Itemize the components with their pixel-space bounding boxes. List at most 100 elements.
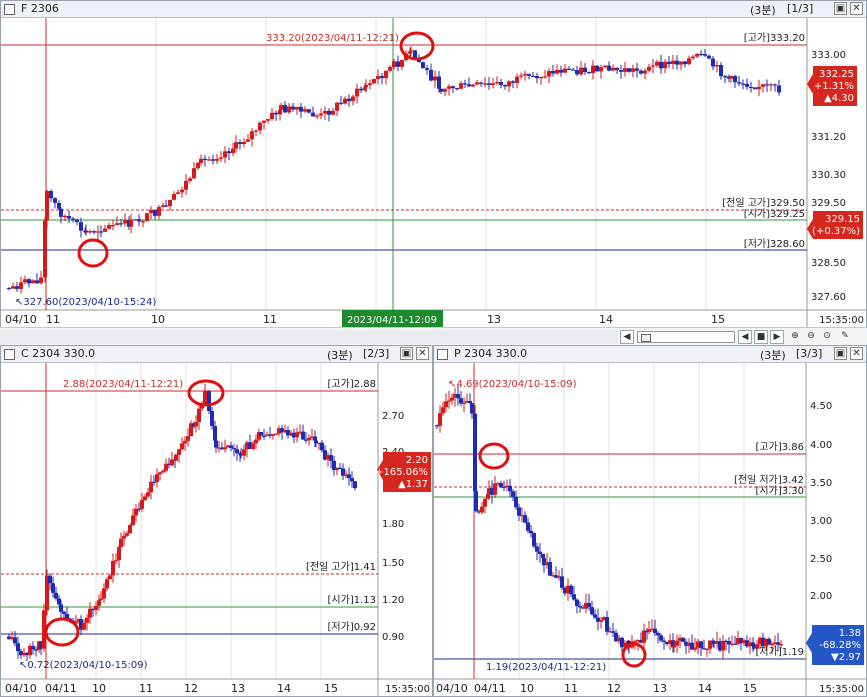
price-tick-label: 2.00 (810, 591, 832, 602)
zoom-out-icon[interactable]: ⊖ (807, 331, 815, 341)
candle-body (207, 159, 211, 161)
candle-body (636, 639, 640, 642)
candle-body (508, 485, 512, 492)
candle-body (776, 642, 780, 645)
scroll-track[interactable] (0, 330, 618, 344)
candle-body (741, 83, 745, 85)
candle-body (48, 575, 52, 584)
candle-body (192, 168, 196, 179)
highlight-circle (478, 442, 510, 470)
put-candlestick-chart[interactable]: 4.50 4.00 3.50 3.00 2.50 2.00 [고가]3.86 [전일 저가]3… (434, 363, 866, 697)
candle-body (683, 61, 687, 65)
panel-select-checkbox[interactable] (437, 349, 448, 360)
reference-price-badge-text: (+0.37%) (812, 226, 860, 237)
close-button[interactable]: ✕ (850, 2, 863, 15)
time-axis-label: 11 (564, 682, 578, 695)
candle-body (715, 65, 719, 67)
maximize-button[interactable]: ▣ (834, 2, 847, 15)
candle-body (102, 588, 106, 599)
candle-body (441, 407, 445, 414)
candle-body (733, 76, 737, 83)
time-axis-label: 15 (711, 313, 725, 326)
candle-body (675, 640, 679, 646)
candle-body (279, 105, 283, 110)
scroll-left-button[interactable]: ◀ (620, 330, 634, 344)
candle-body (663, 61, 667, 69)
candle-body (702, 648, 706, 650)
wrench-icon[interactable]: ✎ (841, 331, 849, 341)
candle-body (213, 426, 217, 441)
candle-body (91, 608, 95, 611)
candle-body (299, 106, 303, 112)
candle-body (487, 488, 491, 494)
candle-body (465, 400, 469, 403)
candle-body (351, 96, 355, 102)
candle-body (690, 642, 694, 650)
maximize-button[interactable]: ▣ (400, 347, 413, 360)
candle-body (57, 202, 61, 209)
maximize-button[interactable]: ▣ (834, 347, 847, 360)
close-button[interactable]: ✕ (850, 347, 863, 360)
candle-body (53, 198, 57, 203)
zoom-in-icon[interactable]: ⊕ (791, 331, 799, 341)
price-tick-label: 330.30 (811, 170, 846, 181)
candle-body (611, 631, 615, 633)
candle-body (164, 463, 168, 471)
candle-body (217, 447, 221, 449)
stop-button[interactable]: ■ (754, 330, 768, 344)
price-tick-label: 2.70 (382, 411, 404, 422)
candle-body (483, 83, 487, 85)
close-button[interactable]: ✕ (416, 347, 429, 360)
candle-body (566, 585, 570, 594)
candle-body (149, 210, 153, 214)
candle-body (232, 448, 236, 450)
candle-body (526, 522, 530, 531)
call-candlestick-chart[interactable]: 2.702.401.801.501.200.90[고가]2.88[전일 고가]1… (1, 363, 432, 697)
call-interval: (3분) (327, 349, 353, 362)
candle-body (739, 638, 743, 644)
candle-body (695, 53, 699, 57)
current-price-badge (807, 66, 857, 106)
candle-body (189, 423, 193, 437)
candle-body (499, 483, 503, 487)
candle-body (590, 607, 594, 615)
candle-body (16, 643, 20, 652)
zoom-slider[interactable] (637, 331, 735, 343)
candle-body (251, 443, 255, 449)
zoom-reset-icon[interactable]: ⊙ (823, 331, 831, 341)
candle-body (538, 551, 542, 554)
candle-body (307, 437, 311, 441)
min-price-marker: 1.19(2023/04/11-12:21) (486, 662, 606, 673)
candle-body (246, 139, 250, 142)
candle-body (736, 638, 740, 644)
panel-select-checkbox[interactable] (4, 349, 15, 360)
futures-candlestick-chart[interactable]: 333.00 331.20 330.30 329.50 328.50 327.60 [고가]… (1, 18, 866, 328)
candle-body (620, 637, 624, 648)
candle-body (326, 455, 330, 460)
candle-body (137, 508, 141, 510)
scroll-next-button[interactable]: ▶ (770, 330, 784, 344)
put-interval: (3분) (760, 349, 786, 362)
scroll-prev-button[interactable]: ◀ (738, 330, 752, 344)
price-tick-label: 1.80 (382, 519, 404, 530)
panel-select-checkbox[interactable] (4, 4, 15, 15)
put-chart-panel: P 2304 330.0 (3분) [3/3] ▣ ✕ L| 4.504.003… (433, 345, 867, 697)
candle-body (265, 434, 269, 436)
candle-body (57, 598, 61, 605)
candle-body (320, 442, 324, 451)
candle-body (114, 560, 118, 562)
candle-body (344, 474, 348, 476)
candle-body (134, 508, 138, 516)
candle-body (503, 85, 507, 87)
candle-body (43, 220, 47, 278)
candle-body (495, 82, 499, 84)
max-price-marker: 333.20(2023/04/11-12:21) (266, 33, 399, 44)
candle-body (579, 67, 583, 75)
time-axis-label: 11 (263, 313, 277, 326)
time-axis-label: 04/11 (474, 682, 506, 695)
candle-body (271, 434, 275, 436)
candle-body (642, 630, 646, 643)
candle-body (723, 76, 727, 78)
candle-body (614, 632, 618, 642)
candle-body (615, 67, 619, 70)
